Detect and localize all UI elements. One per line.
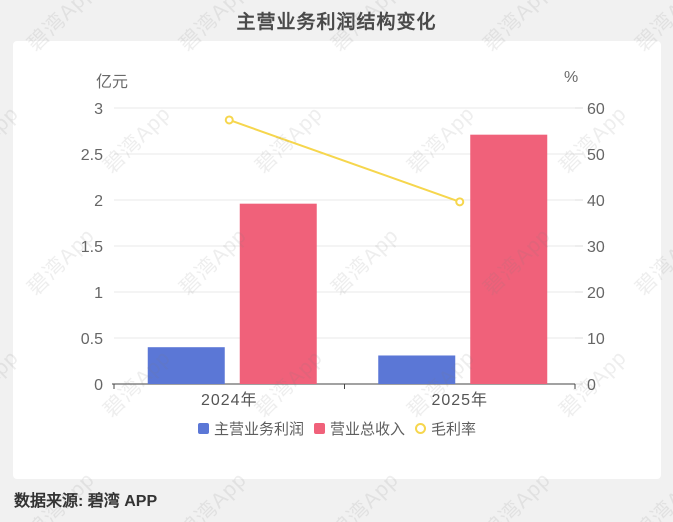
- blue-bar-swatch: [197, 423, 209, 434]
- chart-panel: 亿元 % 0 0 0.5 10 1 20 1.5 30 2 40 2.5 50 3 60 2024年 2025…: [13, 41, 661, 479]
- left-axis-tick-label: 0: [94, 377, 103, 394]
- legend-item-total-revenue[interactable]: 营业总收入: [313, 418, 405, 439]
- left-axis-tick-label: 0.5: [81, 331, 103, 348]
- left-axis-tick-label: 1: [94, 285, 103, 302]
- chart-legend: 主营业务利润 营业总收入 毛利率: [13, 418, 661, 439]
- left-axis-tick-label: 2: [94, 193, 103, 210]
- legend-label-main-profit: 主营业务利润: [213, 421, 304, 438]
- right-axis-tick-label: 50: [587, 147, 605, 164]
- bar-total-revenue-2024年[interactable]: [239, 203, 317, 384]
- left-axis-tick-label: 1.5: [81, 239, 103, 256]
- category-label: 2024年: [201, 391, 258, 409]
- red-bar-swatch: [313, 423, 325, 434]
- right-axis-tick-label: 60: [587, 101, 605, 118]
- legend-item-gross-margin[interactable]: 毛利率: [415, 418, 476, 439]
- right-axis-unit-label: %: [564, 69, 579, 86]
- right-axis-tick-label: 0: [587, 377, 596, 394]
- bar-main-profit-2025年[interactable]: [378, 355, 456, 384]
- left-axis-tick-label: 3: [94, 101, 103, 118]
- bar-total-revenue-2025年[interactable]: [470, 134, 548, 384]
- chart-plot: 0 0 0.5 10 1 20 1.5 30 2 40 2.5 50 3 60 2024年 2025年: [81, 101, 605, 409]
- left-axis-unit-label: 亿元: [96, 74, 129, 91]
- legend-label-total-revenue: 营业总收入: [329, 421, 405, 438]
- category-label: 2025年: [431, 391, 488, 409]
- right-axis-tick-label: 30: [587, 239, 605, 256]
- legend-item-main-profit[interactable]: 主营业务利润: [197, 418, 304, 439]
- point-gross-margin-2025年[interactable]: [455, 197, 465, 207]
- yellow-line-swatch: [415, 423, 426, 434]
- left-axis-tick-label: 2.5: [81, 147, 103, 164]
- point-gross-margin-2024年[interactable]: [224, 115, 234, 125]
- right-axis-tick-label: 40: [587, 193, 605, 210]
- page-title: 主营业务利润结构变化: [236, 12, 437, 33]
- data-source-note: 数据来源: 碧湾 APP: [14, 493, 158, 510]
- right-axis-tick-label: 20: [587, 285, 605, 302]
- right-axis-tick-label: 10: [587, 331, 605, 348]
- line-gross-margin[interactable]: [228, 119, 461, 203]
- bar-main-profit-2024年[interactable]: [147, 347, 225, 384]
- legend-label-gross-margin: 毛利率: [431, 421, 477, 438]
